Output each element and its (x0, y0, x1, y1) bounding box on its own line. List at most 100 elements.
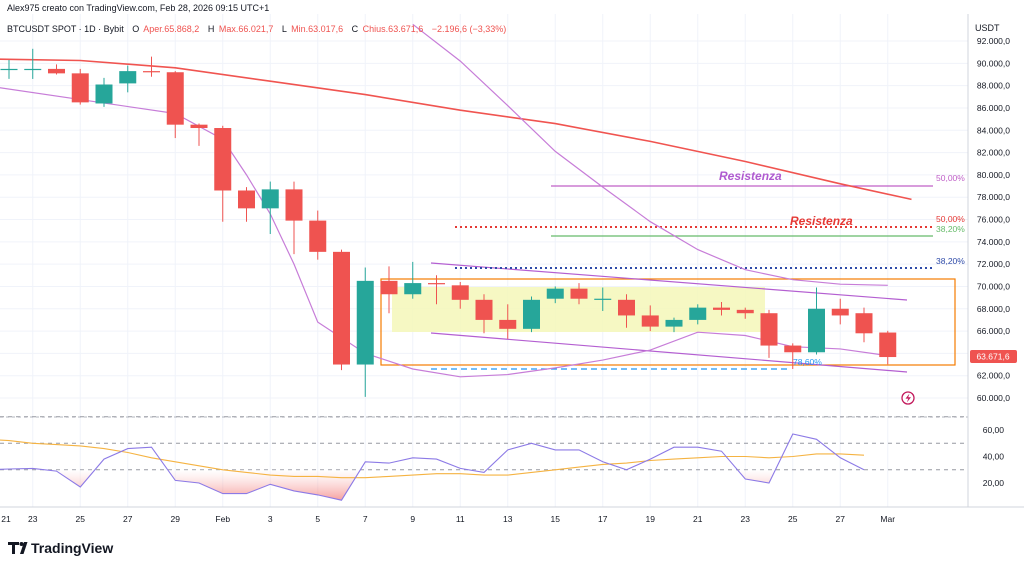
candle-body[interactable] (214, 128, 232, 191)
time-tick-label: Mar (880, 514, 895, 524)
candle-body[interactable] (24, 68, 42, 71)
low-value: Min.63.017,6 (291, 24, 343, 34)
time-tick-label: 23 (28, 514, 38, 524)
candle-body[interactable] (143, 71, 160, 73)
price-grid (0, 14, 968, 507)
candle-body[interactable] (689, 307, 707, 320)
ma-red-line[interactable] (0, 58, 912, 201)
fib-green-382-label: 38,20% (936, 224, 965, 234)
candle-body[interactable] (261, 189, 279, 209)
lightning-icon[interactable] (901, 391, 915, 405)
candle-body[interactable] (855, 313, 873, 334)
price-tick-label: 88.000,0 (977, 81, 1010, 91)
price-tick-label: 72.000,0 (977, 259, 1010, 269)
time-tick-label: 23 (741, 514, 751, 524)
close-value: Chius.63.671,6 (363, 24, 424, 34)
price-tick-label: 92.000,0 (977, 36, 1010, 46)
candle-body[interactable] (665, 319, 683, 327)
time-tick-label: 9 (410, 514, 415, 524)
ma-violet-upper-line[interactable] (412, 23, 888, 286)
candle-body[interactable] (475, 299, 493, 320)
channel-bottom-line[interactable] (430, 332, 908, 373)
candle-body[interactable] (404, 283, 422, 295)
price-tick-label: 80.000,0 (977, 170, 1010, 180)
time-tick-label: 3 (268, 514, 273, 524)
time-tick-label: 27 (836, 514, 846, 524)
credit-text: Alex975 creato con TradingView.com, Feb … (7, 3, 269, 13)
open-label: O (132, 24, 139, 34)
change-value: −2.196,6 (−3,33%) (432, 24, 507, 34)
candle-body[interactable] (190, 124, 208, 129)
rsi-tick-label: 40,00 (983, 452, 1005, 462)
price-tick-label: 84.000,0 (977, 125, 1010, 135)
price-tick-label: 78.000,0 (977, 192, 1010, 202)
time-tick-label: 13 (503, 514, 513, 524)
candle-body[interactable] (641, 315, 659, 327)
candle-body[interactable] (546, 288, 564, 299)
tradingview-logo-icon[interactable] (8, 542, 28, 554)
candle-body[interactable] (238, 190, 255, 209)
candle-body[interactable] (760, 313, 778, 346)
time-tick-label: 21 (1, 514, 11, 524)
high-value: Max.66.021,7 (219, 24, 274, 34)
candle-body[interactable] (285, 189, 303, 221)
last-price-text: 63.671,6 (976, 352, 1009, 362)
price-tick-label: 62.000,0 (977, 371, 1010, 381)
time-tick-label: 27 (123, 514, 133, 524)
time-axis[interactable]: 21 23 25 27 29 Feb 3 5 7 9 11 13 15 17 19 21 23 25 27 Mar (1, 514, 895, 524)
candle-body[interactable] (119, 71, 137, 84)
candle-body[interactable] (0, 68, 18, 71)
fib-red-50-label: 50,00% (936, 214, 965, 224)
candle-body[interactable] (309, 220, 327, 252)
time-tick-label: 17 (598, 514, 608, 524)
time-tick-label: 19 (646, 514, 656, 524)
price-axis[interactable]: 60.000,062.000,064.000,066.000,068.000,0… (977, 36, 1010, 403)
candle-body[interactable] (784, 345, 802, 353)
price-tick-label: 82.000,0 (977, 148, 1010, 158)
candle-body[interactable] (618, 299, 635, 316)
candle-body[interactable] (356, 280, 374, 365)
currency-label: USDT (975, 23, 1000, 33)
candle-body[interactable] (831, 308, 849, 316)
rsi-line[interactable] (0, 433, 865, 501)
candle-body[interactable] (713, 307, 730, 310)
channel-top-line[interactable] (430, 262, 908, 301)
candle-body[interactable] (166, 72, 184, 125)
candle-body[interactable] (499, 319, 517, 329)
candle-body[interactable] (380, 280, 398, 295)
candle-body[interactable] (594, 298, 612, 300)
price-tick-label: 68.000,0 (977, 304, 1010, 314)
candle-body[interactable] (95, 84, 113, 104)
resistenza-violet-label[interactable]: Resistenza (719, 169, 782, 183)
price-tick-label: 90.000,0 (977, 58, 1010, 68)
price-tick-label: 76.000,0 (977, 215, 1010, 225)
time-tick-label: 15 (551, 514, 561, 524)
low-label: L (282, 24, 287, 34)
ma-violet-line[interactable] (0, 86, 888, 378)
candles-group[interactable] (0, 48, 897, 397)
candle-body[interactable] (570, 288, 588, 299)
candle-body[interactable] (451, 285, 469, 300)
candle-body[interactable] (879, 332, 897, 358)
rsi-tick-label: 60,00 (983, 425, 1005, 435)
symbol-line: BTCUSDT SPOT · 1D · Bybit O Aper.65.868,… (7, 24, 506, 34)
candle-body[interactable] (71, 73, 89, 103)
candle-body[interactable] (333, 251, 350, 365)
symbol-text[interactable]: BTCUSDT SPOT · 1D · Bybit (7, 24, 124, 34)
rsi-ma-line[interactable] (0, 439, 865, 479)
rsi-axis[interactable]: 20,00 40,00 60,00 (983, 425, 1005, 488)
open-value: Aper.65.868,2 (143, 24, 199, 34)
candle-body[interactable] (736, 309, 754, 314)
price-tick-label: 86.000,0 (977, 103, 1010, 113)
candle-body[interactable] (523, 299, 540, 329)
fib-violet-50-label: 50,00% (936, 173, 965, 183)
resistenza-red-label[interactable]: Resistenza (790, 214, 853, 228)
price-tick-label: 70.000,0 (977, 281, 1010, 291)
candle-body[interactable] (808, 308, 825, 353)
candle-body[interactable] (48, 68, 65, 74)
rsi-oversold-fill (44, 469, 776, 501)
candle-body[interactable] (428, 283, 445, 285)
tradingview-logo-text: TradingView (31, 540, 113, 556)
range-box[interactable] (380, 278, 956, 366)
